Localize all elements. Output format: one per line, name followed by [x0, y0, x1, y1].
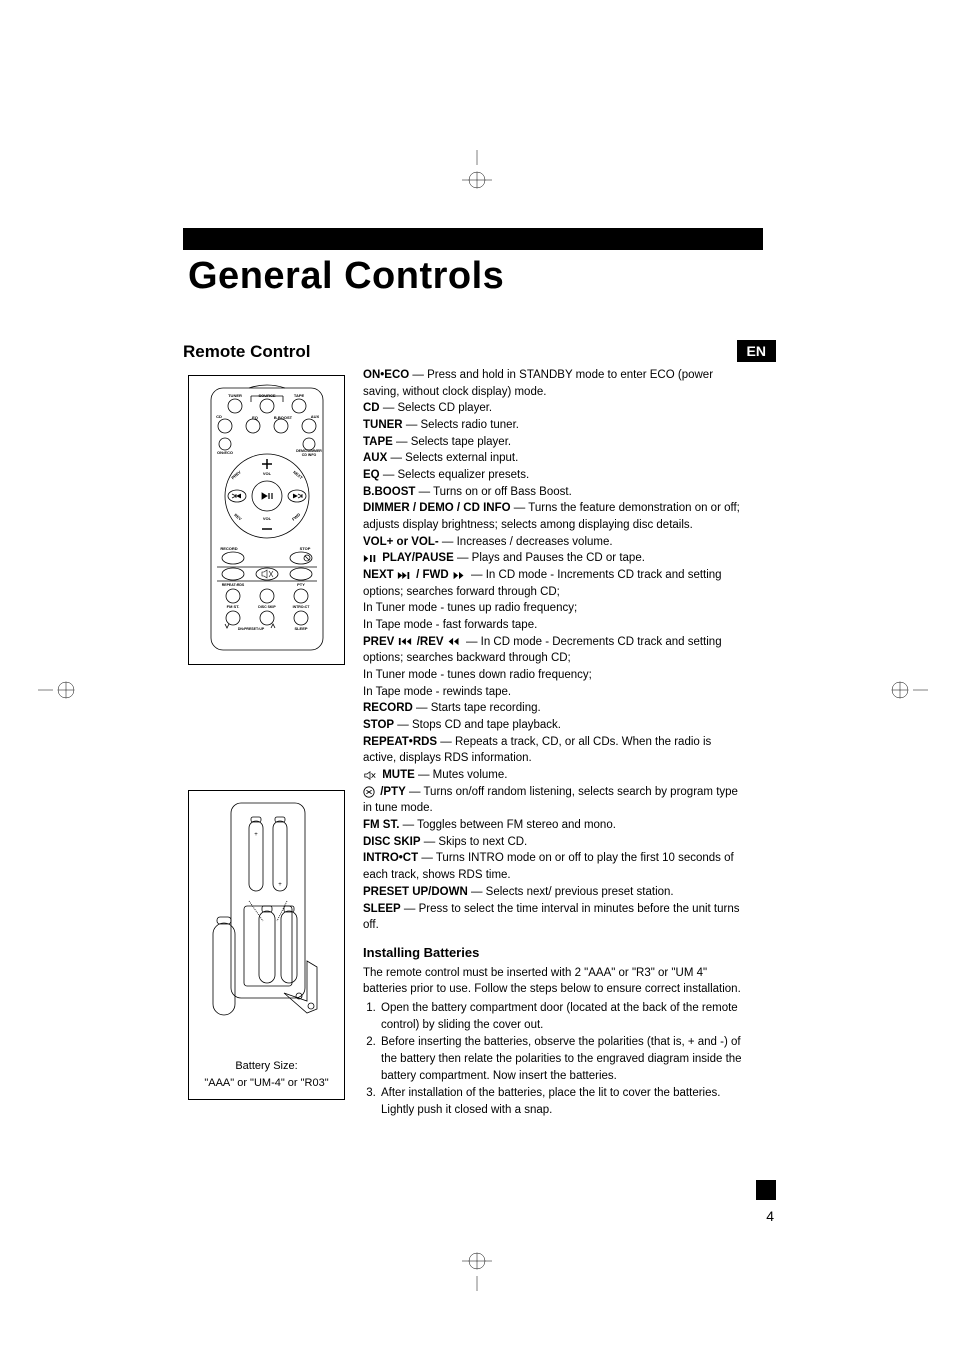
svg-text:CD INFO: CD INFO [302, 453, 317, 457]
desc-entry: TAPE — Selects tape player. [363, 434, 743, 451]
prev-rev-icon [398, 637, 412, 646]
svg-text:FWD: FWD [291, 512, 301, 522]
install-step: After installation of the batteries, pla… [379, 1085, 743, 1118]
svg-text:+: + [278, 882, 282, 888]
svg-text:+: + [254, 832, 258, 838]
desc-continuation: In Tuner mode - tunes down radio frequen… [363, 667, 743, 684]
desc-entry: INTRO•CT — Turns INTRO mode on or off to… [363, 850, 743, 883]
page-number: 4 [766, 1208, 774, 1224]
svg-text:NEXT: NEXT [292, 470, 304, 481]
svg-text:INTRO•CT: INTRO•CT [293, 605, 311, 609]
svg-text:PTY: PTY [297, 582, 305, 587]
desc-entry: REPEAT•RDS — Repeats a track, CD, or all… [363, 734, 743, 767]
battery-caption: Battery Size:"AAA" or "UM-4" or "R03" [189, 1058, 344, 1091]
desc-entry: EQ — Selects equalizer presets. [363, 467, 743, 484]
language-badge: EN [737, 340, 776, 362]
battery-diagram: + + Battery Size:"AAA" or "UM-4" or "R03… [188, 790, 345, 1100]
desc-continuation: In Tuner mode - tunes up radio frequency… [363, 600, 743, 617]
desc-entry: DIMMER / DEMO / CD INFO — Turns the feat… [363, 500, 743, 533]
fwd-icon [452, 571, 466, 580]
svg-text:RECORD: RECORD [220, 546, 237, 551]
desc-entry: CD — Selects CD player. [363, 400, 743, 417]
crop-mark-right [888, 670, 928, 710]
desc-continuation: In Tape mode - fast forwards tape. [363, 617, 743, 634]
svg-text:DISC SKIP: DISC SKIP [258, 605, 276, 609]
crop-mark-left [38, 670, 78, 710]
desc-entry: AUX — Selects external input. [363, 450, 743, 467]
desc-entry: DISC SKIP — Skips to next CD. [363, 834, 743, 851]
desc-entry: ON•ECO — Press and hold in STANDBY mode … [363, 367, 743, 400]
install-step: Before inserting the batteries, observe … [379, 1034, 743, 1084]
install-intro: The remote control must be inserted with… [363, 965, 743, 998]
header-bar [183, 228, 763, 250]
desc-entry: TUNER — Selects radio tuner. [363, 417, 743, 434]
install-steps: Open the battery compartment door (locat… [379, 1000, 743, 1119]
svg-text:FM ST.: FM ST. [227, 604, 240, 609]
svg-text:TAPE: TAPE [294, 393, 305, 398]
desc-entry: MUTE — Mutes volume. [363, 767, 743, 784]
description-column: ON•ECO — Press and hold in STANDBY mode … [363, 367, 743, 1120]
svg-text:VOL: VOL [263, 471, 272, 476]
desc-entry: B.BOOST — Turns on or off Bass Boost. [363, 484, 743, 501]
desc-continuation: In Tape mode - rewinds tape. [363, 684, 743, 701]
svg-text:PREV: PREV [230, 469, 242, 480]
mute-icon [363, 771, 377, 780]
remote-diagram: TUNER SOURCE TAPE CD AUX EQ B.BOOST ON•E… [188, 375, 345, 665]
next-fwd-icon [397, 571, 411, 580]
desc-entry: /PTY — Turns on/off random listening, se… [363, 784, 743, 817]
svg-text:DN•PRESET•UP: DN•PRESET•UP [238, 627, 265, 631]
desc-entry: RECORD — Starts tape recording. [363, 700, 743, 717]
svg-text:TUNER: TUNER [228, 393, 242, 398]
play-pause-icon [363, 554, 377, 563]
svg-text:REV: REV [233, 512, 243, 521]
desc-entry: PLAY/PAUSE — Plays and Pauses the CD or … [363, 550, 743, 567]
side-tab-marker [756, 1180, 776, 1200]
svg-text:SLEEP: SLEEP [294, 626, 307, 631]
install-heading: Installing Batteries [363, 944, 743, 963]
svg-text:B.BOOST: B.BOOST [274, 415, 293, 420]
rev-icon [447, 637, 461, 646]
crop-mark-bottom [457, 1251, 497, 1291]
section-heading: Remote Control [183, 342, 311, 362]
page-title: General Controls [188, 255, 504, 298]
desc-entry: VOL+ or VOL- — Increases / decreases vol… [363, 534, 743, 551]
crop-mark-top [457, 150, 497, 190]
svg-text:REPEAT•RDS: REPEAT•RDS [222, 583, 245, 587]
svg-text:STOP: STOP [300, 546, 311, 551]
svg-text:CD: CD [216, 414, 222, 419]
svg-text:EQ: EQ [252, 415, 258, 420]
svg-text:ON•ECO: ON•ECO [217, 450, 233, 455]
shuffle-icon [363, 786, 375, 798]
desc-entry: NEXT / FWD — In CD mode - Increments CD … [363, 567, 743, 600]
desc-entry: SLEEP — Press to select the time interva… [363, 901, 743, 934]
desc-entry: PREV /REV — In CD mode - Decrements CD t… [363, 634, 743, 667]
svg-text:VOL: VOL [263, 516, 272, 521]
desc-entry: PRESET UP/DOWN — Selects next/ previous … [363, 884, 743, 901]
svg-text:AUX: AUX [311, 414, 320, 419]
desc-entry: STOP — Stops CD and tape playback. [363, 717, 743, 734]
install-step: Open the battery compartment door (locat… [379, 1000, 743, 1033]
desc-entry: FM ST. — Toggles between FM stereo and m… [363, 817, 743, 834]
svg-text:SOURCE: SOURCE [258, 393, 275, 398]
